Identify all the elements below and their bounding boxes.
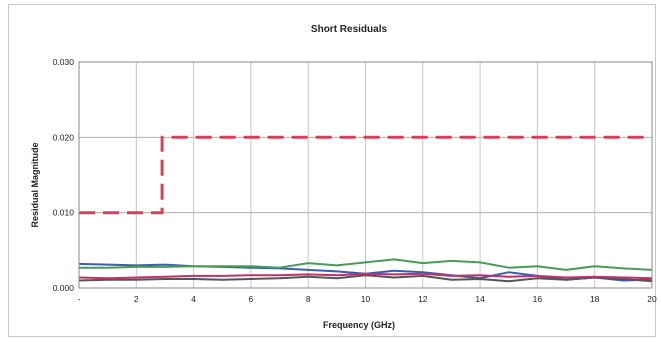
y-tick-label: 0.010 bbox=[53, 208, 75, 218]
x-tick-label: 10 bbox=[361, 294, 371, 304]
series-lines bbox=[78, 135, 653, 283]
x-tick-label: - bbox=[78, 294, 81, 304]
chart-title: Short Residuals bbox=[311, 24, 388, 35]
plot-area-border bbox=[78, 61, 653, 289]
x-tick-label: 8 bbox=[306, 294, 311, 304]
x-axis-label: Frequency (GHz) bbox=[323, 320, 395, 330]
x-tick-label: 4 bbox=[191, 294, 196, 304]
tick-labels: - 2 4 6 8 10 12 14 16 18 20 0.000 0.010 0.020 0.030 bbox=[53, 57, 657, 304]
residual-series-line-3 bbox=[78, 274, 653, 283]
grid-lines bbox=[78, 61, 653, 289]
chart-frame: Short Residuals Frequency (GHz) Residual… bbox=[8, 4, 657, 337]
x-tick-label: 12 bbox=[418, 294, 428, 304]
line-chart: Short Residuals Frequency (GHz) Residual… bbox=[30, 24, 657, 330]
x-tick-label: 6 bbox=[249, 294, 254, 304]
x-tick-label: 2 bbox=[134, 294, 139, 304]
residual-series-line-4 bbox=[78, 272, 653, 280]
x-tick-label: 16 bbox=[533, 294, 543, 304]
limit-line bbox=[79, 135, 652, 215]
y-axis-label: Residual Magnitude bbox=[30, 142, 40, 227]
y-tick-label: 0.020 bbox=[53, 132, 75, 142]
y-tick-label: 0.030 bbox=[53, 57, 75, 67]
y-tick-label: 0.000 bbox=[53, 283, 75, 293]
residual-series-line-2 bbox=[79, 258, 653, 271]
x-tick-label: 18 bbox=[590, 294, 600, 304]
x-tick-label: 14 bbox=[475, 294, 485, 304]
x-tick-label: 20 bbox=[647, 294, 657, 304]
